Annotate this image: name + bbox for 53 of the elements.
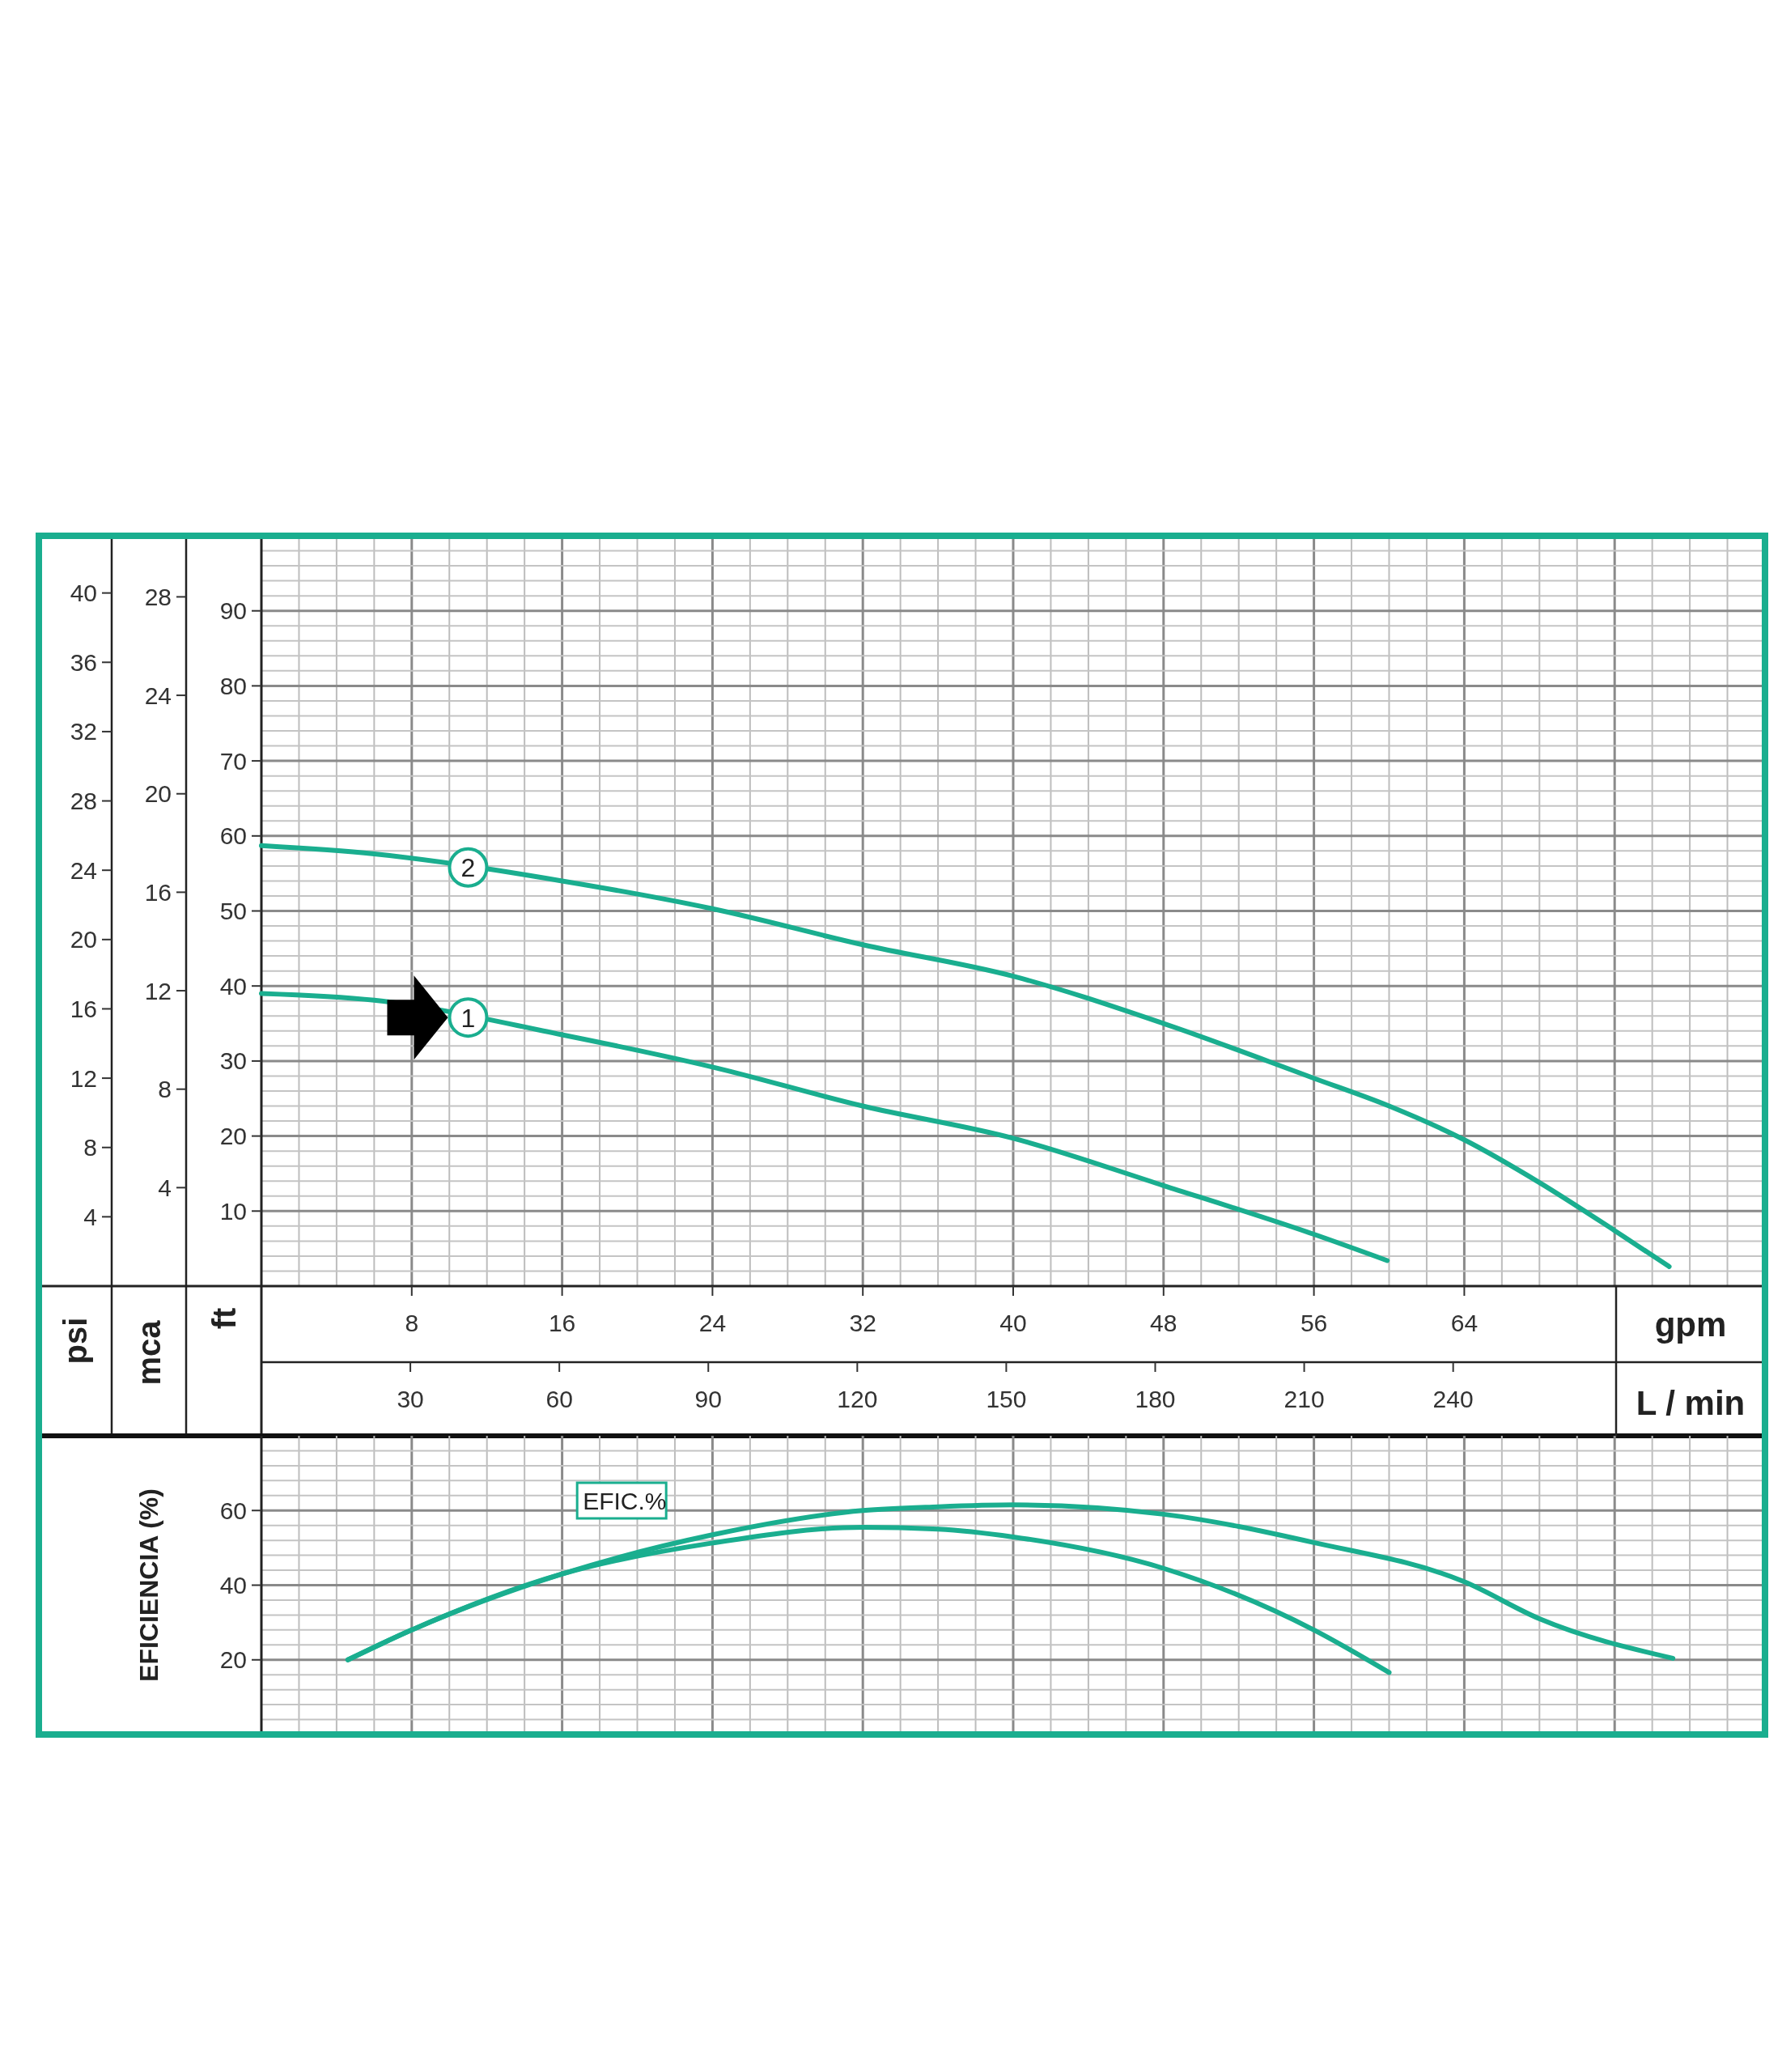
x-tick-label: 24 <box>698 1309 727 1336</box>
y2-tick-label: 28 <box>144 583 172 610</box>
y2-tick-label: 8 <box>158 1076 172 1103</box>
y-tick-label: 60 <box>219 1497 247 1524</box>
y2-tick-label: 12 <box>144 977 172 1004</box>
y-axis-title: ft <box>206 1307 242 1330</box>
y3-tick-label: 8 <box>83 1134 97 1161</box>
y2-axis-title: mca <box>131 1319 167 1386</box>
y3-tick-label: 4 <box>83 1203 97 1230</box>
series-label: 2 <box>460 853 476 883</box>
y-tick-label: 40 <box>219 1572 247 1599</box>
y-tick-label: 90 <box>219 597 247 625</box>
x2-tick-label: 150 <box>986 1385 1027 1412</box>
y-tick-label: 70 <box>219 747 247 775</box>
x2-tick-label: 240 <box>1432 1385 1474 1412</box>
y2-tick-label: 4 <box>158 1174 172 1201</box>
y-tick-label: 80 <box>219 672 247 699</box>
x2-tick-label: 60 <box>545 1385 573 1412</box>
x2-axis-title: L / min <box>1636 1384 1746 1423</box>
x2-tick-label: 30 <box>397 1385 424 1412</box>
x-tick-label: 56 <box>1300 1309 1328 1336</box>
x-tick-label: 40 <box>999 1309 1027 1336</box>
y3-tick-label: 28 <box>70 788 97 815</box>
x2-tick-label: 180 <box>1135 1385 1176 1412</box>
y3-tick-label: 24 <box>70 856 97 884</box>
y3-axis-title: psi <box>57 1317 93 1365</box>
y-tick-label: 40 <box>219 972 247 1000</box>
y-tick-label: 60 <box>219 822 247 850</box>
y-tick-label: 50 <box>219 898 247 924</box>
x2-tick-label: 210 <box>1283 1385 1325 1412</box>
y3-tick-label: 20 <box>70 926 97 953</box>
x-tick-label: 64 <box>1450 1309 1479 1336</box>
y2-tick-label: 24 <box>144 681 172 709</box>
x2-tick-label: 120 <box>837 1385 878 1412</box>
y3-tick-label: 32 <box>70 718 97 745</box>
y2-tick-label: 20 <box>144 780 172 808</box>
x-tick-label: 16 <box>548 1309 576 1336</box>
y-tick-label: 20 <box>219 1646 247 1674</box>
x2-tick-label: 90 <box>694 1385 722 1412</box>
y-tick-label: 20 <box>219 1123 247 1150</box>
series-label: 1 <box>460 1003 476 1033</box>
y3-tick-label: 12 <box>70 1064 97 1092</box>
x-tick-label: 48 <box>1150 1309 1177 1336</box>
y3-tick-label: 36 <box>70 648 97 676</box>
y3-tick-label: 16 <box>70 995 97 1022</box>
x-axis-title: gpm <box>1654 1305 1727 1344</box>
x-tick-label: 8 <box>405 1309 419 1336</box>
x-tick-label: 32 <box>849 1309 876 1336</box>
y-axis-title: EFICIENCIA (%) <box>134 1488 164 1682</box>
y3-tick-label: 40 <box>70 580 97 607</box>
y-tick-label: 30 <box>219 1047 247 1075</box>
y-tick-label: 10 <box>219 1197 247 1225</box>
y2-tick-label: 16 <box>144 878 172 906</box>
